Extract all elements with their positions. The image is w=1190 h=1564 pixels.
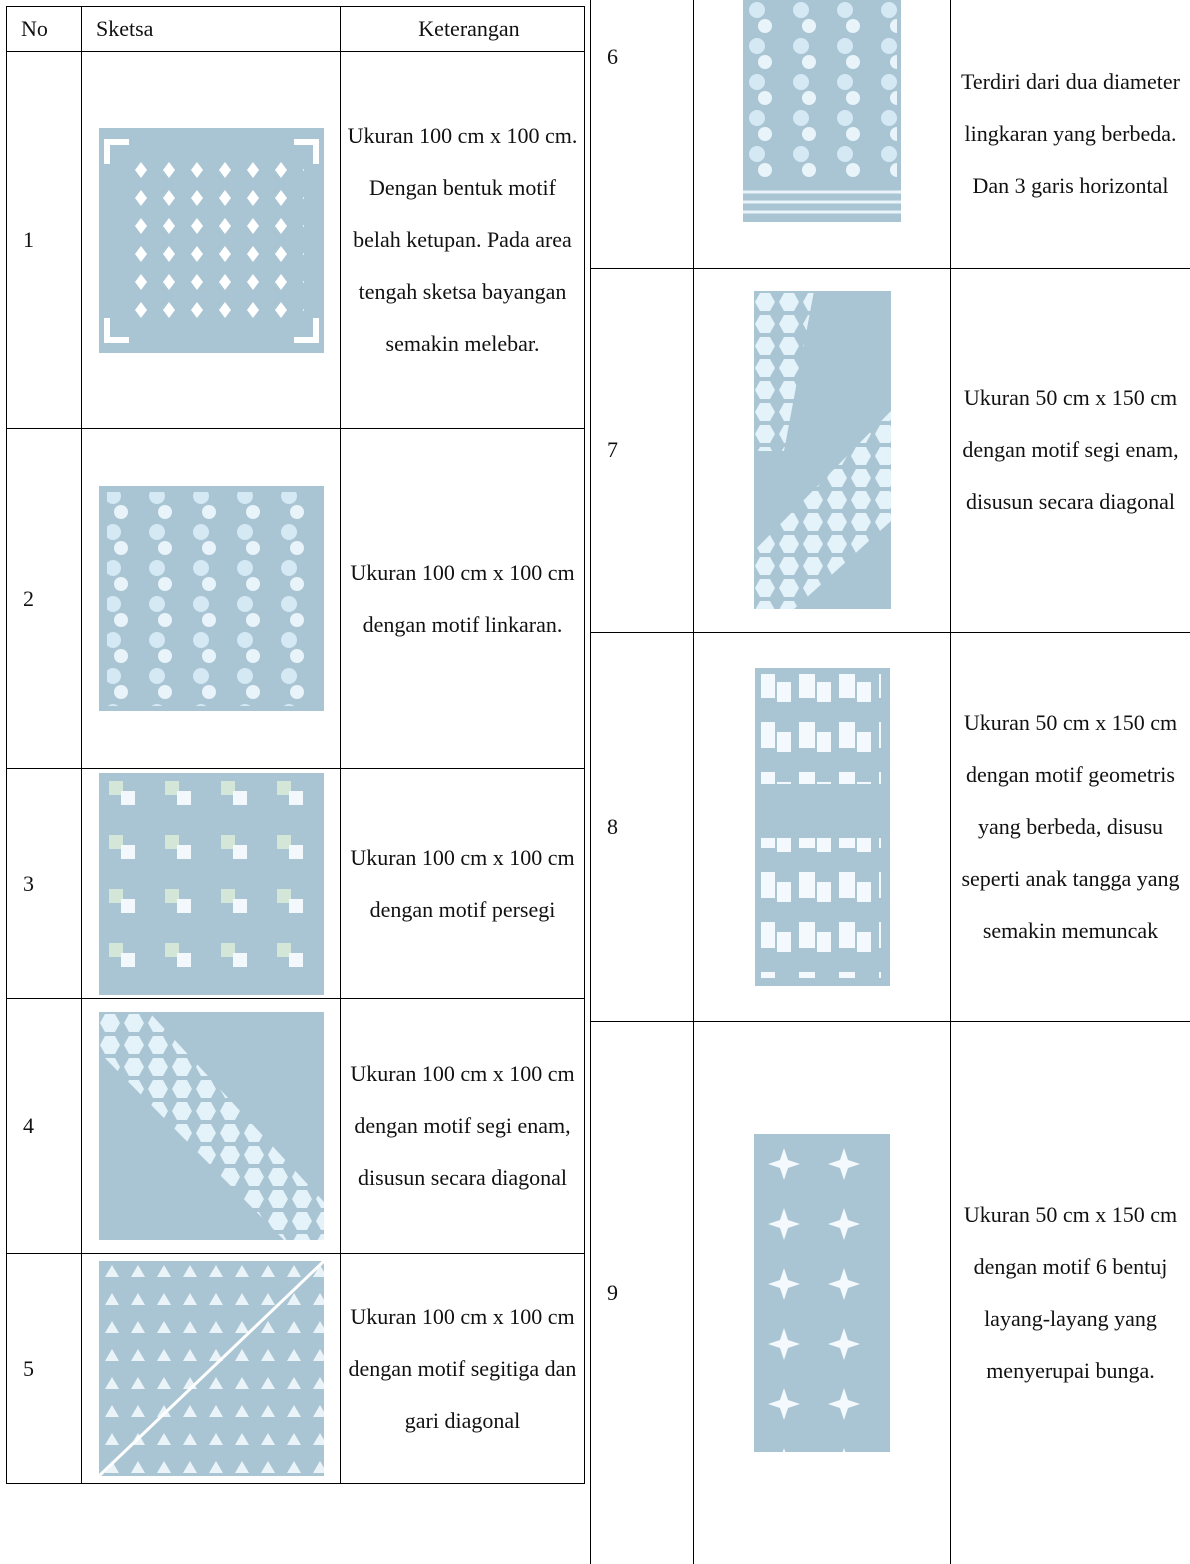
description: Ukuran 50 cm x 150 cm dengan motif geome… (950, 631, 1190, 1022)
row-number: 5 (6, 1253, 82, 1484)
description: Ukuran 100 cm x 100 cm dengan motif link… (340, 428, 585, 769)
row-number: 8 (590, 631, 694, 1022)
description: Ukuran 100 cm x 100 cm dengan motif pers… (340, 768, 585, 999)
description: Ukuran 100 cm x 100 cm. Dengan bentuk mo… (340, 51, 585, 429)
description: Ukuran 50 cm x 150 cm dengan motif 6 ben… (950, 1020, 1190, 1564)
row-number: 2 (6, 428, 82, 769)
sketch (743, 0, 901, 222)
description: Ukuran 100 cm x 100 cm dengan motif segi… (340, 1253, 585, 1484)
sketch (754, 1134, 890, 1453)
description: Ukuran 100 cm x 100 cm dengan motif segi… (340, 998, 585, 1254)
sketch (98, 1261, 324, 1476)
sketch (98, 486, 324, 711)
right-table: 6 Terdiri dari dua diameter lingkaran yan… (590, 0, 1190, 1564)
sketch (98, 127, 324, 353)
row-number: 9 (590, 1020, 694, 1564)
header: No (6, 6, 82, 52)
description: Ukuran 50 cm x 150 cm dengan motif segi … (950, 267, 1190, 633)
description: Terdiri dari dua diameter lingkaran yang… (950, 0, 1190, 269)
sketch (753, 291, 891, 609)
row-number: 3 (6, 768, 82, 999)
header: Sketsa (81, 6, 341, 52)
row-number: 7 (590, 267, 694, 633)
sketch (754, 667, 890, 986)
row-number: 1 (6, 51, 82, 429)
header: Keterangan (340, 6, 585, 52)
row-number: 6 (590, 0, 694, 269)
left-table: No Sketsa Keterangan 1 Ukuran 100 cm x 100 … (6, 6, 585, 1484)
row-number: 4 (6, 998, 82, 1254)
sketch (98, 1012, 324, 1240)
sketch (98, 772, 324, 995)
